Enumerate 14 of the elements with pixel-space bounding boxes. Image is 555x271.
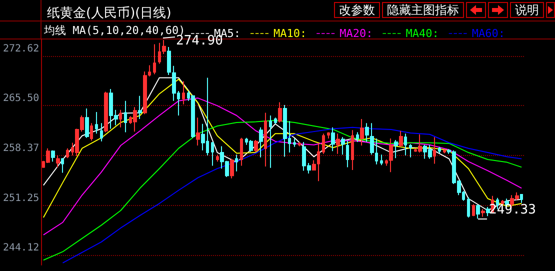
y-tick-label: 272.62 [3,43,40,54]
chart-title: 纸黄金(人民币)(日线) [47,6,172,21]
y-tick-label: 258.37 [3,143,40,154]
legend-label: MA10: [273,27,307,40]
text: 隐藏主图指标 [382,2,464,18]
legend-label: MA40: [406,27,439,40]
text: 说明 [510,2,544,18]
y-tick-label: 244.12 [3,242,40,254]
legend-label: MA60: [472,27,505,40]
y-tick-label: 265.50 [3,93,40,104]
annotation: 249.33 [489,202,536,218]
y-tick-label: 251.25 [3,192,40,204]
text: 改参数 [334,2,380,18]
legend-label: MA20: [340,27,373,40]
